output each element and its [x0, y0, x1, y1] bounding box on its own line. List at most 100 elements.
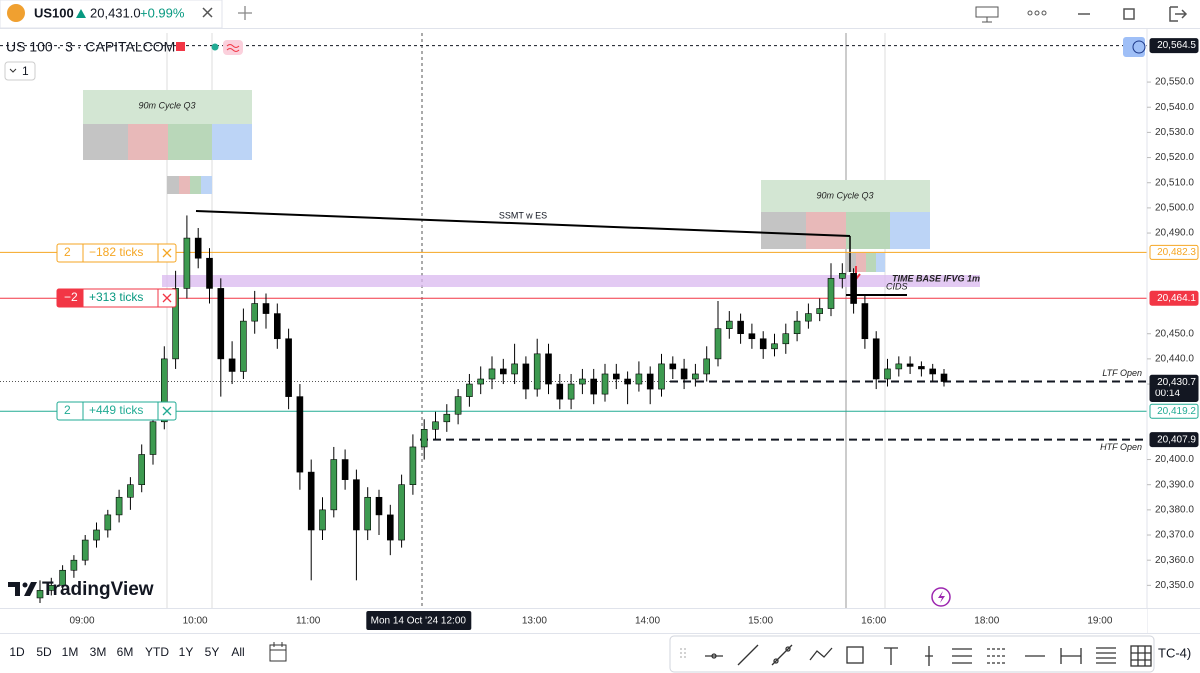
x-tick-label: 14:00: [635, 616, 660, 627]
candle-body: [771, 343, 778, 350]
lightning[interactable]: [931, 587, 951, 607]
candle-body: [251, 303, 258, 322]
y-tick-label: 20,360.0: [1155, 555, 1194, 566]
candle-body: [330, 459, 338, 511]
restore[interactable]: [1123, 8, 1135, 20]
range-button[interactable]: 1D: [9, 645, 25, 659]
x-label-highlight: [366, 611, 472, 630]
position-close[interactable]: [162, 406, 172, 416]
timezone[interactable]: TC-4): [1158, 645, 1191, 660]
drawing-toolbar: [669, 635, 1155, 673]
cycle-cell: [761, 212, 806, 249]
candle-body: [714, 328, 722, 360]
range-button[interactable]: 1M: [62, 645, 79, 659]
position-qty: −2: [64, 290, 78, 304]
logo-mark: [8, 582, 37, 596]
position-ticks: −182 ticks: [89, 245, 143, 259]
candle-body: [409, 446, 417, 485]
status-dot: [211, 43, 219, 51]
candle-body: [364, 496, 372, 531]
candle-body: [816, 308, 824, 314]
candle-body: [737, 320, 744, 335]
candle-body: [658, 363, 665, 390]
position-close[interactable]: [162, 248, 172, 258]
candle-body: [782, 333, 790, 345]
cycle-box: 90m Cycle Q3: [83, 90, 252, 194]
plot-area: 90m Cycle Q3 90m Cycle Q3 SSMT w ES TIME…: [0, 33, 1147, 608]
range-button[interactable]: 5D: [36, 645, 52, 659]
candle-body: [793, 320, 801, 335]
flag[interactable]: [176, 42, 185, 51]
candle-body: [929, 368, 937, 375]
candle-body: [375, 496, 383, 516]
countdown: 00:14: [1155, 388, 1180, 399]
candle-body: [612, 373, 620, 380]
candle-body: [296, 396, 304, 473]
logo-dot: [22, 582, 28, 588]
y-tick-label: 20,500.0: [1155, 203, 1194, 214]
range-button[interactable]: All: [231, 645, 244, 659]
candle-body: [240, 320, 247, 372]
position-qty: 2: [64, 245, 71, 259]
cycle-cell: [846, 212, 890, 249]
candle-body: [624, 378, 631, 385]
price-tag: [1149, 290, 1199, 306]
exit[interactable]: [1169, 6, 1188, 22]
range-button[interactable]: YTD: [145, 645, 169, 659]
x-tick-label: 13:00: [522, 616, 547, 627]
candle-body: [680, 368, 688, 380]
candle-body: [285, 338, 292, 397]
candle-body: [149, 421, 157, 455]
range-button[interactable]: 6M: [117, 645, 134, 659]
cycle-label: 90m Cycle Q3: [138, 100, 195, 110]
candle-body: [918, 366, 925, 370]
tab[interactable]: [0, 0, 223, 29]
indicator-toggle[interactable]: [4, 61, 36, 81]
price-tag-label: 20,419.2: [1157, 406, 1196, 417]
candle-body: [93, 529, 100, 541]
goto-date[interactable]: [269, 642, 287, 662]
candle-body: [194, 237, 202, 259]
y-axis: 20,350.0 20,360.0 20,370.0 20,380.0 20,390.0…: [1147, 77, 1194, 591]
more-icon[interactable]: [1027, 10, 1047, 16]
symbol-icon: [7, 4, 25, 22]
ssmt-line: [195, 210, 851, 237]
up-arrow: [76, 9, 86, 18]
ifvg-zone: [162, 275, 980, 287]
drawing-tools[interactable]: [680, 644, 1152, 667]
candle-body: [353, 479, 360, 531]
position-ticks: +449 ticks: [89, 403, 143, 417]
range-button[interactable]: 5Y: [205, 645, 220, 659]
ifvg-label: TIME BASE IFVG 1m: [892, 273, 980, 283]
cycle-cell: [212, 124, 252, 160]
candle-body: [567, 383, 575, 400]
add-alert[interactable]: [1123, 37, 1145, 57]
candle-body: [386, 514, 394, 541]
delay-badge: [223, 40, 243, 55]
candle-body: [556, 383, 564, 400]
candle-body: [138, 454, 145, 485]
candle-body: [725, 320, 733, 329]
layout-icon-stand: [982, 17, 992, 23]
candle-body: [703, 358, 711, 375]
candle-body: [590, 378, 598, 395]
cycle-box: 90m Cycle Q3: [761, 180, 930, 272]
candle-body: [262, 303, 270, 314]
range-button[interactable]: 1Y: [179, 645, 194, 659]
candle-body: [59, 569, 66, 586]
y-tick-label: 20,370.0: [1155, 530, 1194, 541]
candle-body: [838, 273, 846, 279]
close-tab[interactable]: [202, 7, 213, 18]
candle-body: [81, 539, 89, 561]
candle-body: [477, 378, 485, 385]
position-close[interactable]: [162, 293, 172, 303]
range-button[interactable]: 3M: [90, 645, 107, 659]
x-tick-label: 11:00: [296, 616, 321, 627]
candle-body: [432, 421, 439, 430]
price-axis: [1147, 29, 1200, 633]
candle-body: [206, 257, 213, 289]
candle-body: [499, 368, 507, 375]
new-tab[interactable]: [238, 6, 252, 20]
candle-body: [805, 313, 812, 322]
candle-body: [533, 353, 541, 390]
